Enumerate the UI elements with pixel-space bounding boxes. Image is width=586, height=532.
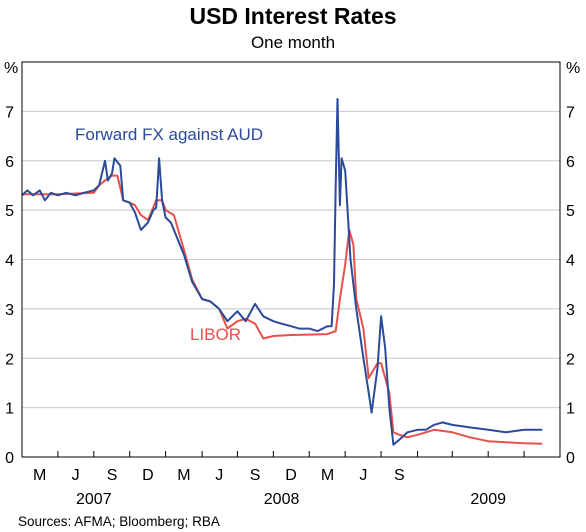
unit-label-left: % <box>4 60 18 77</box>
x-tick-label-4: M <box>177 467 190 484</box>
chart-subtitle: One month <box>251 33 335 52</box>
y-tick-label-left-0: 0 <box>5 450 14 467</box>
gridlines <box>22 110 560 409</box>
y-tick-label-right-4: 4 <box>566 253 575 270</box>
y-tick-label-left-2: 2 <box>5 351 14 368</box>
y-tick-label-right-5: 5 <box>566 203 575 220</box>
y-tick-label-right-2: 2 <box>566 351 575 368</box>
y-tick-label-right-6: 6 <box>566 154 575 171</box>
y-tick-label-left-7: 7 <box>5 104 14 121</box>
y-tick-label-left-3: 3 <box>5 302 14 319</box>
year-label-2009: 2009 <box>470 491 506 508</box>
y-tick-label-right-0: 0 <box>566 450 575 467</box>
plot-frame <box>21 61 561 458</box>
unit-label-right: % <box>566 60 580 77</box>
x-tick-label-9: J <box>359 467 367 484</box>
chart-title: USD Interest Rates <box>189 3 396 29</box>
series-lines <box>21 98 543 446</box>
annotation-forward-fx: Forward FX against AUD <box>75 125 263 144</box>
y-tick-label-right-3: 3 <box>566 302 575 319</box>
x-axis-ticks: M J S D M J S D M J S 2007 2008 2009 <box>21 451 561 508</box>
y-tick-label-right-7: 7 <box>566 104 575 121</box>
annotation-libor: LIBOR <box>190 325 241 344</box>
series-line-forward-fx-against-aud <box>21 98 543 446</box>
x-tick-label-8: M <box>321 467 334 484</box>
year-label-2008: 2008 <box>264 491 300 508</box>
series-line-libor <box>22 174 543 445</box>
x-tick-label-10: S <box>394 467 405 484</box>
y-tick-label-right-1: 1 <box>566 401 575 418</box>
x-tick-label-6: S <box>250 467 261 484</box>
x-tick-label-5: J <box>215 467 223 484</box>
source-note: Sources: AFMA; Bloomberg; RBA <box>18 514 220 529</box>
year-label-2007: 2007 <box>76 491 112 508</box>
x-tick-label-0: M <box>33 467 46 484</box>
y-tick-label-left-4: 4 <box>5 253 14 270</box>
x-tick-label-3: D <box>142 467 154 484</box>
y-tick-label-left-1: 1 <box>5 401 14 418</box>
y-tick-label-left-5: 5 <box>5 203 14 220</box>
y-tick-label-left-6: 6 <box>5 154 14 171</box>
x-tick-label-2: S <box>107 467 118 484</box>
x-tick-label-1: J <box>72 467 80 484</box>
x-tick-label-7: D <box>285 467 297 484</box>
y-axis-ticks: 0 0 1 1 2 2 3 3 4 4 5 5 6 6 7 7 <box>5 104 575 467</box>
